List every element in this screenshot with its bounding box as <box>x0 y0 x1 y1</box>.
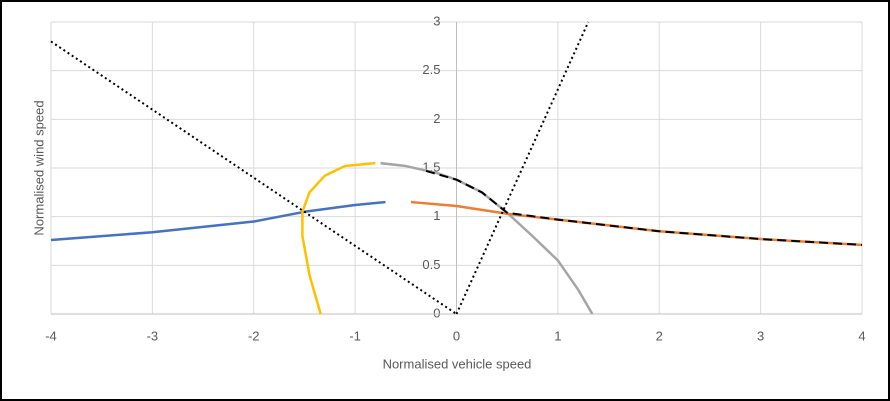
x-tick-label: -1 <box>349 328 361 343</box>
x-tick-label: 2 <box>656 328 663 343</box>
series-line <box>455 21 590 315</box>
y-tick-label: 0 <box>433 305 440 320</box>
x-tick-label: -2 <box>248 328 260 343</box>
y-tick-label: 0.5 <box>422 257 440 272</box>
series-line <box>50 200 386 242</box>
x-tick-label: 1 <box>554 328 561 343</box>
x-tick-label: -3 <box>147 328 159 343</box>
x-tick-label: 0 <box>453 328 460 343</box>
y-axis-title: Normalised wind speed <box>31 100 46 235</box>
series-line <box>50 40 458 315</box>
y-tick-label: 2.5 <box>422 62 440 77</box>
series-line <box>301 161 376 315</box>
x-axis-title: Normalised vehicle speed <box>383 356 532 371</box>
x-tick-label: -4 <box>45 328 57 343</box>
x-tick-label: 3 <box>757 328 764 343</box>
x-tick-label: 4 <box>858 328 865 343</box>
y-tick-label: 2 <box>433 111 440 126</box>
y-tick-label: 1 <box>433 208 440 223</box>
series-line <box>425 169 863 246</box>
y-tick-label: 3 <box>433 13 440 28</box>
